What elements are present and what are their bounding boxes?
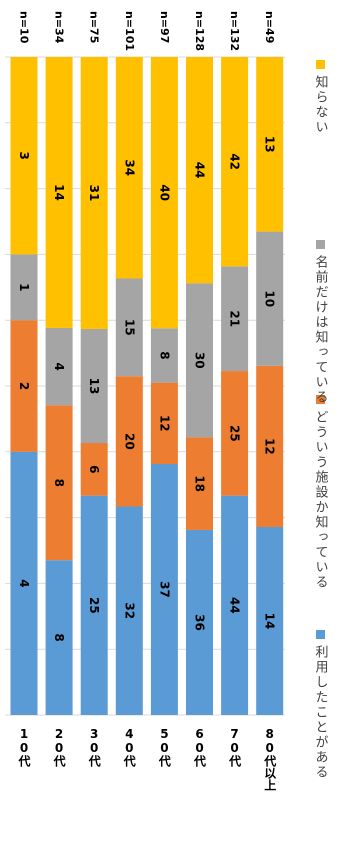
data-label: 6	[87, 465, 101, 473]
legend-swatch	[315, 395, 325, 404]
bar-segment	[115, 57, 143, 279]
data-label: 12	[157, 415, 171, 432]
data-label: 25	[87, 597, 101, 614]
bar-segment	[186, 283, 213, 438]
data-label: 18	[193, 475, 207, 492]
data-label: 10	[263, 290, 277, 307]
bar-segment	[45, 560, 73, 715]
legend-swatch	[315, 630, 325, 639]
bar-segment	[10, 451, 38, 715]
category-label: 60代	[193, 727, 207, 768]
data-label: 20	[122, 433, 136, 450]
bar-segment	[221, 495, 249, 715]
bar-segment	[45, 327, 73, 406]
data-label: 30	[193, 352, 207, 369]
data-label: 21	[228, 310, 242, 327]
data-label: 15	[122, 319, 136, 336]
sample-size-label: n=97	[158, 11, 171, 43]
data-label: 25	[228, 425, 242, 442]
bar-segment	[186, 57, 213, 284]
bar-segment	[221, 371, 249, 496]
sample-size-label: n=101	[123, 11, 136, 51]
data-label: 32	[122, 602, 136, 619]
bar-segment	[10, 57, 38, 255]
data-label: 42	[228, 153, 242, 170]
bar-segment	[221, 266, 249, 372]
legend-swatch	[315, 240, 325, 249]
bar-segment	[256, 527, 284, 715]
data-label: 31	[87, 185, 101, 202]
stacked-bar-chart: 4213884142561331322015343712840361830444…	[5, 11, 285, 791]
bar-segment	[150, 382, 178, 465]
bar-segment	[115, 278, 143, 377]
category-label: 20代	[52, 727, 66, 768]
data-label: 12	[263, 438, 277, 455]
legend: 利用したことがある どういう施設か知っている 名前だけは知っている 知らない	[300, 60, 340, 820]
bar-segment	[45, 405, 73, 561]
bar-segment	[256, 365, 284, 527]
bar-segment	[115, 506, 143, 715]
bar-segment	[10, 320, 38, 452]
bar-segment	[150, 57, 178, 329]
data-label: 8	[52, 479, 66, 487]
legend-label: どういう施設か知っている	[312, 410, 328, 590]
category-label: 30代	[87, 727, 101, 768]
data-label: 4	[52, 362, 66, 370]
bar-segment	[80, 57, 108, 329]
legend-label: 利用したことがある	[312, 645, 328, 780]
data-label: 13	[87, 378, 101, 395]
data-label: 1	[17, 283, 31, 291]
sample-size-label: n=132	[228, 11, 241, 51]
category-label: 50代	[157, 727, 171, 768]
legend-label: 名前だけは知っている	[312, 255, 328, 405]
legend-item: 名前だけは知っている	[300, 240, 340, 405]
category-label: 70代	[228, 727, 242, 768]
data-label: 44	[193, 162, 207, 179]
data-label: 40	[157, 184, 171, 201]
bar-segment	[150, 328, 178, 383]
legend-swatch	[315, 60, 325, 69]
sample-size-label: n=128	[193, 11, 206, 51]
data-label: 4	[17, 579, 31, 587]
data-label: 8	[52, 633, 66, 641]
sample-size-label: n=34	[53, 11, 66, 44]
legend-item: どういう施設か知っている	[300, 395, 340, 590]
data-label: 3	[17, 152, 31, 160]
bar-segment	[221, 57, 249, 267]
data-label: 14	[52, 184, 66, 201]
data-label: 14	[263, 613, 277, 630]
bar-segment	[186, 437, 213, 530]
bar-segment	[150, 464, 178, 715]
bar-segment	[45, 57, 73, 328]
segment-labels: 4213884142561331322015343712840361830444…	[17, 136, 277, 642]
data-label: 36	[193, 614, 207, 631]
data-label: 13	[263, 136, 277, 153]
category-label: 80代以上	[263, 727, 277, 791]
data-label: 44	[228, 597, 242, 614]
bar-segment	[256, 231, 284, 366]
data-label: 34	[122, 159, 136, 176]
category-labels: 10代 20代 30代 40代 50代 60代 70代 80代以上	[17, 727, 277, 791]
bar-segment	[80, 328, 108, 444]
data-label: 8	[157, 351, 171, 359]
category-label: 40代	[122, 727, 136, 768]
bar-stacks	[10, 57, 284, 715]
bar-segment	[115, 376, 143, 507]
bar-segment	[80, 443, 108, 496]
category-label: 10代	[17, 727, 31, 768]
bar-segment	[256, 57, 284, 232]
data-label: 2	[17, 382, 31, 390]
bar-segment	[10, 254, 38, 321]
sample-size-labels: n=10 n=34 n=75 n=101 n=97 n=128 n=132 n=49	[18, 11, 277, 51]
bar-segment	[80, 495, 108, 715]
data-label: 37	[157, 581, 171, 598]
sample-size-label: n=75	[88, 11, 101, 43]
legend-label: 知らない	[312, 75, 328, 135]
sample-size-label: n=10	[18, 11, 31, 44]
sample-size-label: n=49	[263, 11, 276, 43]
legend-item: 利用したことがある	[300, 630, 340, 780]
bar-segment	[186, 529, 213, 715]
legend-item: 知らない	[300, 60, 340, 135]
